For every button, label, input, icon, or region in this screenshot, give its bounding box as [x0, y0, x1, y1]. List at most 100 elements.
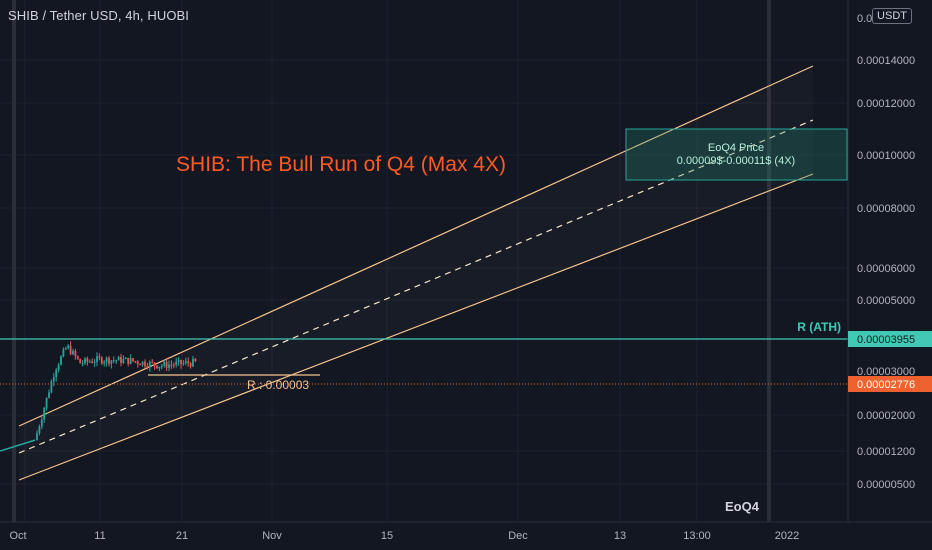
candle-body — [52, 377, 55, 382]
x-tick-label: 15 — [381, 530, 393, 542]
candle-body — [117, 357, 120, 361]
candle-body — [129, 358, 132, 364]
candle-body — [158, 366, 161, 369]
x-tick-label: 13:00 — [683, 530, 711, 542]
candle-body — [146, 366, 149, 368]
candle-body — [170, 364, 173, 366]
resistance-ath-label: R (ATH) — [797, 320, 841, 334]
candle-body — [96, 356, 98, 363]
local-resistance-label: R : 0.00003 — [247, 378, 309, 392]
candle-body — [79, 358, 82, 364]
candle-body — [84, 358, 86, 364]
candle-body — [100, 357, 103, 364]
candle-body — [108, 357, 110, 364]
candle-body — [67, 345, 70, 349]
candle-body — [115, 360, 118, 362]
candle-body — [151, 361, 154, 363]
resistance-price-tag-text: 0.00003955 — [857, 334, 915, 346]
headline-annotation: SHIB: The Bull Run of Q4 (Max 4X) — [176, 153, 506, 176]
candle-body — [153, 362, 156, 366]
candle-body — [194, 358, 197, 362]
candle-body — [124, 357, 127, 360]
candle-body — [163, 361, 166, 366]
pre-run-line — [0, 439, 36, 452]
x-tick-label: Oct — [9, 530, 26, 542]
candle-body — [139, 363, 142, 366]
x-tick-label: Nov — [262, 530, 282, 542]
candle-body — [141, 361, 144, 366]
candle-body — [110, 360, 113, 364]
candle-body — [50, 381, 53, 393]
channel-midline — [18, 119, 814, 454]
candle-body — [127, 357, 130, 364]
y-tick-label: 0.00002000 — [857, 410, 915, 422]
candle-body — [180, 360, 182, 365]
candle-body — [40, 419, 43, 427]
symbol-header[interactable]: SHIB / Tether USD, 4h, HUOBI — [8, 8, 190, 23]
candle-body — [177, 360, 180, 362]
grid-lines — [0, 0, 848, 522]
candle-body — [57, 364, 60, 370]
candle-body — [48, 392, 50, 398]
candle-body — [112, 360, 115, 362]
candle-body — [103, 361, 106, 364]
candle-body — [122, 359, 125, 363]
candle-body — [86, 358, 89, 362]
resistance-price-tag — [848, 331, 932, 347]
candle-body — [72, 350, 74, 355]
candle-body — [144, 361, 146, 367]
x-tick-label: 13 — [614, 530, 626, 542]
candle-body — [105, 357, 108, 362]
x-tick-label: 11 — [94, 530, 105, 542]
currency-badge[interactable]: USDT — [872, 8, 912, 24]
candle-body — [148, 361, 151, 368]
candle-body — [192, 358, 194, 367]
candle-body — [81, 363, 84, 365]
candle-body — [136, 361, 139, 364]
candle-body — [160, 365, 163, 367]
candle-body — [132, 358, 134, 362]
y-tick-label: 0.00006000 — [857, 263, 915, 275]
last-price-tag — [848, 376, 932, 392]
candle-body — [88, 361, 91, 363]
candle-body — [93, 362, 96, 364]
candle-body — [74, 350, 77, 357]
target-box[interactable] — [625, 128, 848, 181]
candle-body — [60, 356, 62, 365]
candle-body — [184, 361, 187, 363]
candle-body — [156, 365, 158, 369]
time-axis-panel — [0, 522, 932, 550]
y-tick-label: 0.00008000 — [857, 203, 915, 215]
channel-upper-line — [18, 65, 814, 427]
eoq4-label: EoQ4 — [725, 499, 760, 514]
candle-body — [69, 345, 72, 355]
x-tick-label: 21 — [176, 530, 188, 542]
y-tick-label: 0.00001200 — [857, 446, 915, 458]
candle-body — [172, 364, 175, 366]
candle-body — [182, 362, 185, 365]
y-tick-label: 0.00012000 — [857, 98, 915, 110]
candle-body — [45, 397, 48, 409]
candle-body — [168, 364, 170, 368]
candle-body — [38, 426, 41, 434]
candle-body — [175, 361, 178, 365]
x-tick-label: 2022 — [775, 530, 799, 542]
candle-body — [189, 363, 192, 367]
candle-body — [55, 369, 58, 378]
channel-lower-line — [18, 173, 814, 481]
candles — [0, 341, 197, 452]
session-separators — [12, 0, 771, 522]
candle-body — [134, 361, 137, 363]
x-axis-ticks: Oct 11 21 Nov 15 Dec 13 13:00 2022 — [9, 530, 799, 542]
y-tick-label: 0.00003000 — [857, 366, 915, 378]
y-tick-label: 0.00010000 — [857, 150, 915, 162]
last-price-tag-text: 0.00002776 — [857, 379, 915, 391]
candle-body — [64, 348, 67, 350]
price-axis-panel — [848, 0, 932, 522]
candle-body — [187, 361, 190, 364]
candle-body — [43, 408, 46, 420]
y-tick-label: 0.00014000 — [857, 55, 915, 67]
target-box-title: EoQ4 Price — [708, 142, 764, 154]
